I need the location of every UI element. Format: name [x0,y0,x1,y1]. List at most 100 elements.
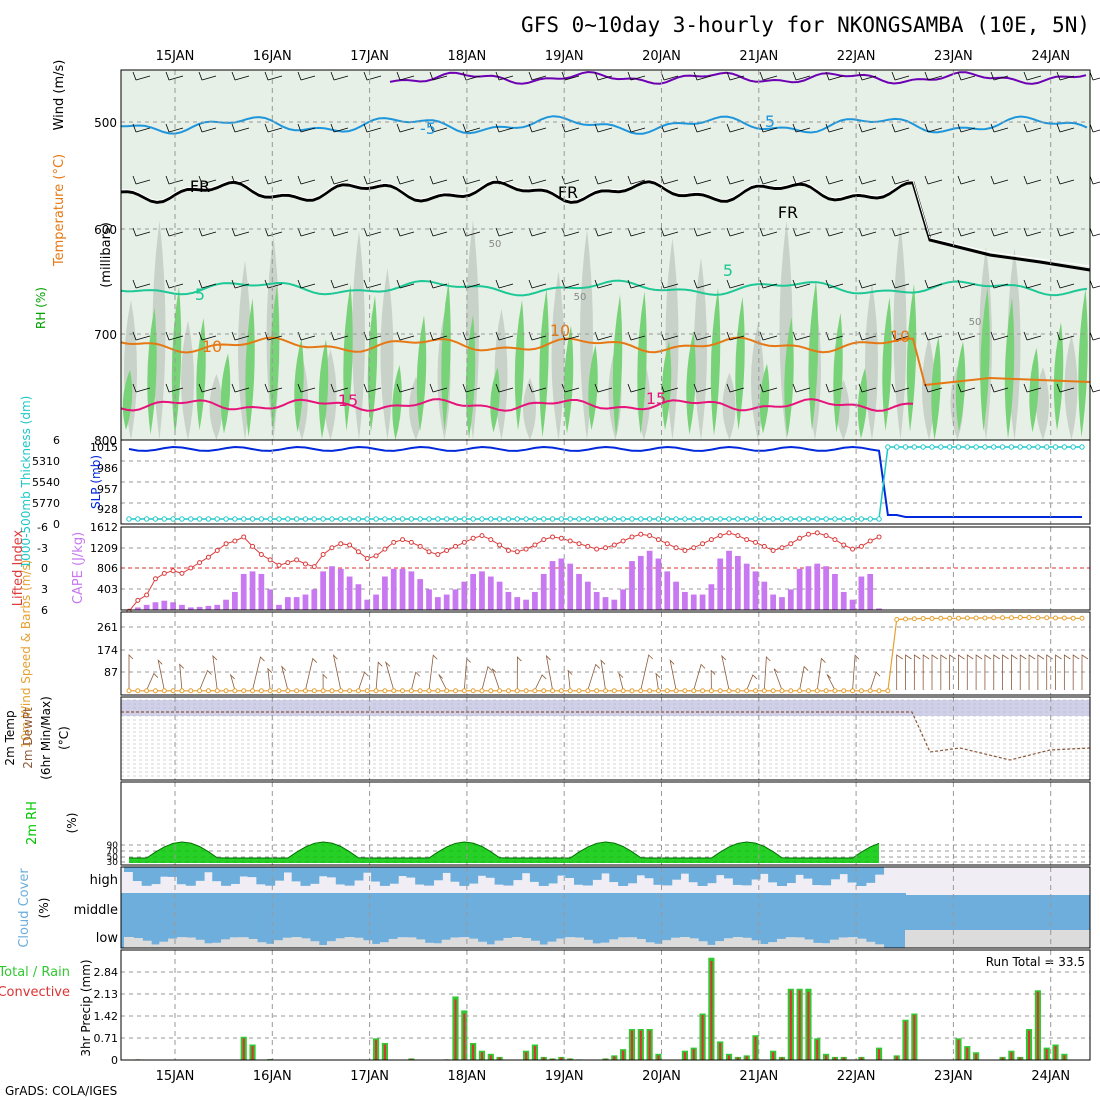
wind-speed-point [408,688,414,694]
top-date-21JAN: 21JAN [739,49,778,64]
wind-barb [1056,279,1075,289]
lifted-tick: 0 [41,562,48,575]
wind-barb [792,175,811,185]
thickness-point [488,516,494,522]
lifted-index-point [858,543,864,549]
wind-barb [429,331,448,341]
lifted-index-point [832,537,838,543]
lifted-index-point [664,541,670,547]
panel-t2m: 2m Temp 2m DewPt (6hr Min/Max) (°C) [3,696,1091,781]
cape-bar [134,607,141,610]
wind-speed-point [497,688,503,694]
thickness-point [364,516,370,522]
thickness-point [435,516,441,522]
cloud-high-bar [415,867,426,885]
lifted-index-point [497,542,503,548]
cape-bar [814,563,821,610]
lifted-index-point [294,557,300,563]
wind-barb [330,175,349,185]
wind-speed-point [647,688,653,694]
wind-barb-10m [534,674,547,691]
wind-barb [165,123,184,133]
cloud-high-bar [679,867,690,874]
panel-lifted-cape: 6 3 0 -3 -6 403 806 1209 1612 Lifted Index CAPE (J… [11,521,1091,617]
wind-barb-10m [305,657,318,691]
wind-speed-point [673,688,679,694]
thickness-point [602,516,609,522]
wind-barb [330,331,349,341]
run-total: Run Total = 33.5 [986,955,1085,969]
precip-convective-bar [780,1057,784,1060]
wind-barb [231,71,250,81]
wind-speed-point [576,688,582,694]
contour-label: -5 [420,119,436,138]
wind-barb-10m [905,654,912,690]
cloud-low-bar [600,942,611,948]
lifted-index-point [744,537,750,543]
precip-convective-bar [657,1055,660,1060]
precip-convective-bar [772,1052,775,1060]
lifted-index-point [523,546,529,552]
wind-speed-point [664,688,670,694]
wind-speed-point [400,688,406,694]
thickness-tick: 5310 [32,455,60,468]
cloud-low-bar [812,942,823,948]
wind-speed-point [1000,615,1006,621]
rh-green-band [1078,288,1088,438]
wind-barb [198,123,217,133]
wind-speed-point [152,688,158,694]
cloud-low-bar [671,937,682,948]
wind-barb [330,383,349,393]
wind-speed-point [1044,615,1050,621]
wind-speed-point [717,688,723,694]
rh-mid-band [181,320,194,440]
wind-barb [561,331,580,341]
bottom-date-23JAN: 23JAN [934,1069,973,1084]
wind-barb [132,383,151,393]
cloud-high-bar [238,867,249,877]
thickness-point [399,516,406,522]
thickness-tick: 0 [53,518,60,531]
lifted-index-point [735,533,741,539]
cape-bar [223,599,229,610]
cape-tick: 1209 [90,542,118,555]
cape-bar [258,573,265,610]
cape-bar [567,563,574,610]
precip-convective-bar [833,1057,836,1060]
wind-barb [1023,71,1042,81]
rh-green-band [245,298,255,438]
wind-barb-10m [984,654,992,690]
cloud-high-bar [521,867,532,874]
cloud-low-bar [274,940,285,948]
cape-bar [232,591,238,610]
wind-barb [990,331,1009,341]
rh-green-band [931,336,941,440]
cloud-high-bar [318,867,329,877]
cloud-high-bar [547,867,558,884]
cape-tick: 1612 [90,521,118,534]
thickness-point [241,516,247,522]
thickness-point [646,516,653,522]
wind-barb-10m [1028,654,1036,690]
legend-rh: RH (%) [34,287,48,329]
wind-barb [495,279,514,289]
wind-barb-10m [1019,654,1027,690]
thickness-tick: 5540 [32,476,60,489]
wind-speed-point [1070,615,1076,621]
wind-barb-10m [410,671,421,691]
rh-green-band [1004,297,1015,439]
cape-bar [602,597,609,610]
wind-barb [792,331,811,341]
lifted-index-point [417,543,423,549]
cloud-low-bar [759,943,770,948]
wind-barb [825,123,844,133]
wind-speed-point [708,688,714,694]
precip-convective-bar [1010,1052,1013,1060]
wind-barb [627,383,646,393]
wind-barb [924,123,943,133]
thickness-point [293,516,300,522]
wind-barb [726,175,745,185]
cloud-low-bar [141,940,152,948]
wind-barb [462,383,481,393]
cape-bar [549,561,556,610]
